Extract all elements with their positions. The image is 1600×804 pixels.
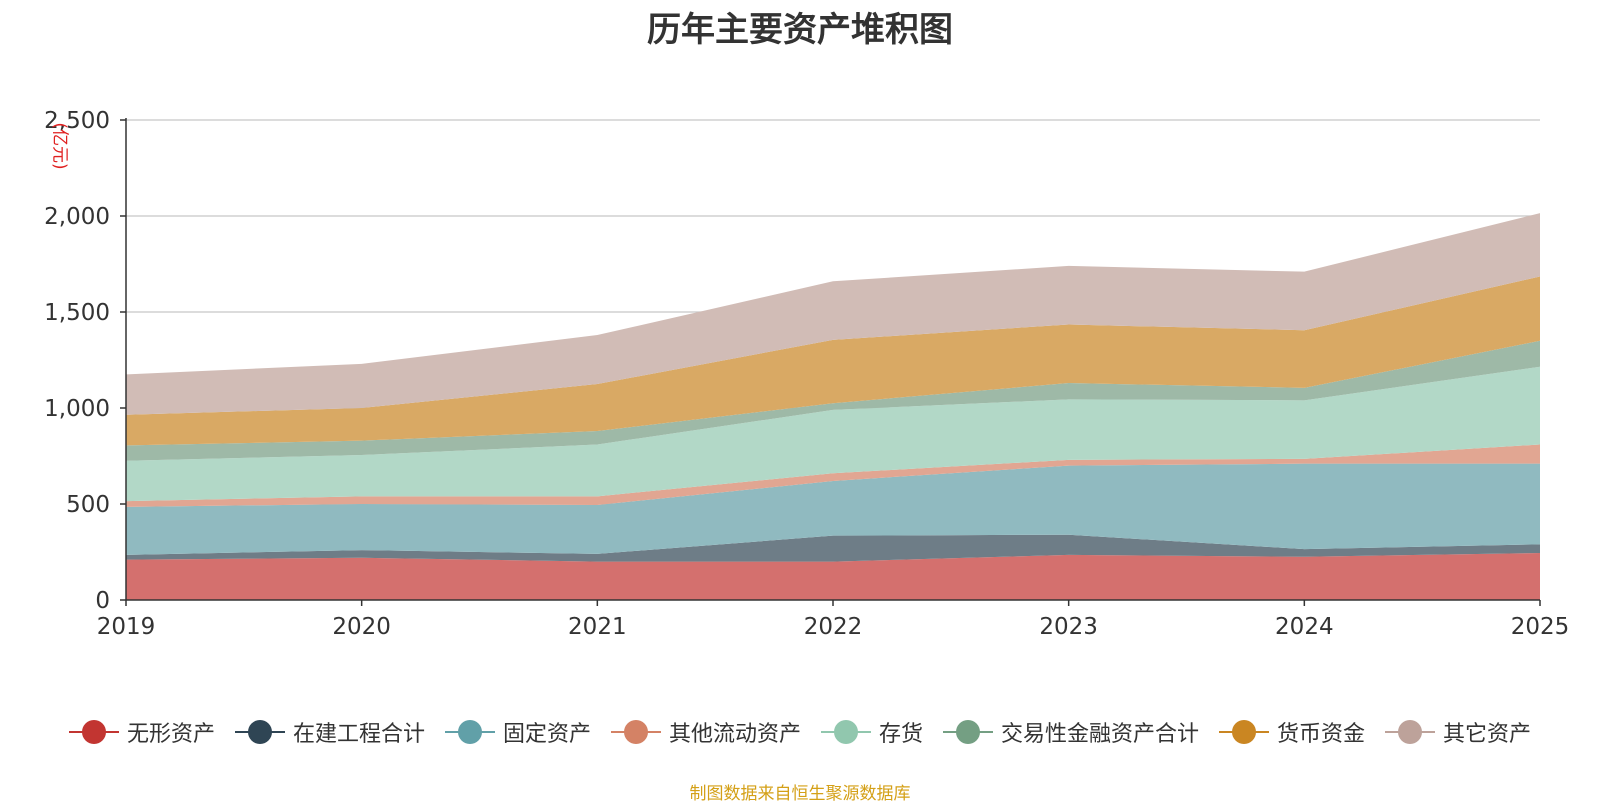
legend-item[interactable]: 在建工程合计 <box>234 716 425 748</box>
legend-label: 其他流动资产 <box>668 722 801 747</box>
legend-item[interactable]: 无形资产 <box>68 716 215 748</box>
area-在建工程合计[interactable] <box>126 534 1540 562</box>
y-tick-label: 500 <box>66 492 110 518</box>
legend-item[interactable]: 其它资产 <box>1385 716 1531 748</box>
legend-marker-icon <box>1385 718 1436 746</box>
legend-label: 固定资产 <box>502 722 591 747</box>
legend-label: 交易性金融资产合计 <box>1001 722 1200 747</box>
legend-item[interactable]: 其他流动资产 <box>610 716 801 748</box>
axes: 0 500 1,000 1,500 2,000 2,500 2019 2020 2021 2022… <box>44 108 1569 640</box>
chart-title: 历年主要资产堆积图 <box>647 10 953 50</box>
legend-marker-icon <box>234 718 285 746</box>
legend-item[interactable]: 货币资金 <box>1219 716 1365 748</box>
x-tick-label: 2022 <box>804 614 863 640</box>
area-固定资产[interactable] <box>126 463 1540 555</box>
y-tick-label: 1,500 <box>44 300 110 326</box>
legend-marker-icon <box>821 718 871 746</box>
y-tick-label: 1,000 <box>44 396 110 422</box>
legend-item[interactable]: 固定资产 <box>444 716 591 748</box>
area-交易性金融资产合计[interactable] <box>126 340 1540 461</box>
x-tick-label: 2024 <box>1275 614 1334 640</box>
area-存货[interactable] <box>126 366 1540 502</box>
y-tick-label: 2,500 <box>44 108 110 134</box>
legend-marker-icon <box>610 718 661 746</box>
legend-label: 无形资产 <box>126 722 215 747</box>
data-source-note: 制图数据来自恒生聚源数据库 <box>689 784 911 804</box>
legend-item[interactable]: 存货 <box>821 716 923 748</box>
x-tick-label: 2023 <box>1039 614 1098 640</box>
legend-label: 在建工程合计 <box>292 722 425 747</box>
area-series <box>126 213 1540 600</box>
area-其他流动资产[interactable] <box>126 444 1540 507</box>
legend-label: 货币资金 <box>1277 722 1366 747</box>
legend-marker-icon <box>444 718 495 746</box>
legend: 无形资产 在建工程合计 固定资产 其他流动资产 存货 交易性金融资产合计 货币资金 其它资产 <box>0 716 1600 748</box>
x-tick-label: 2025 <box>1511 614 1570 640</box>
area-无形资产[interactable] <box>126 552 1540 600</box>
legend-marker-icon <box>68 718 119 746</box>
legend-item[interactable]: 交易性金融资产合计 <box>943 716 1199 748</box>
area-货币资金[interactable] <box>126 276 1540 446</box>
x-tick-label: 2021 <box>568 614 627 640</box>
area-其它资产[interactable] <box>126 213 1540 415</box>
y-axis-unit: (亿元) <box>49 122 70 170</box>
legend-label: 其它资产 <box>1443 722 1532 747</box>
x-tick-label: 2020 <box>332 614 391 640</box>
y-tick-label: 0 <box>95 588 110 614</box>
legend-marker-icon <box>1219 718 1270 746</box>
y-tick-label: 2,000 <box>44 204 110 230</box>
x-tick-label: 2019 <box>97 614 156 640</box>
legend-marker-icon <box>943 718 994 746</box>
legend-label: 存货 <box>879 722 924 747</box>
